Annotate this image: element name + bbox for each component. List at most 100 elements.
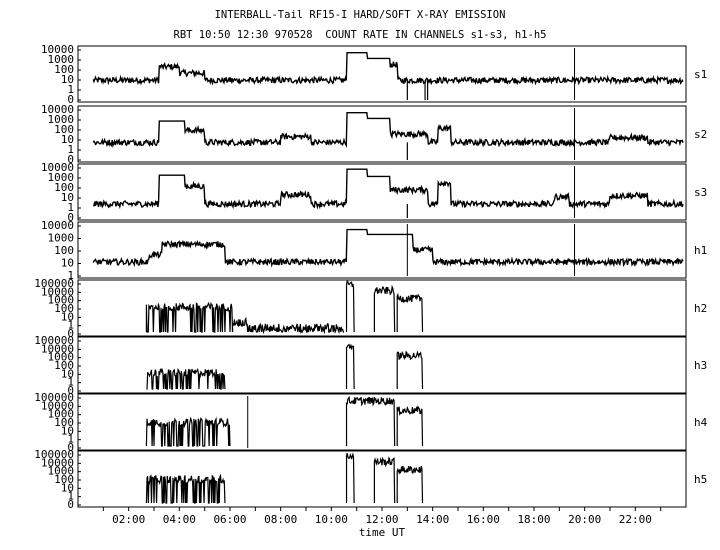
y-tick-label: 0: [67, 93, 74, 106]
panel-frame-h4: [77, 393, 687, 451]
x-axis-label: time UT: [359, 526, 406, 539]
y-tick-label: 10: [61, 73, 74, 86]
trace-segment-h5: [345, 452, 355, 504]
y-tick-label: 1000: [48, 351, 75, 364]
channel-label-h4: h4: [694, 416, 708, 429]
trace-s1: [92, 51, 684, 86]
y-tick-label: 1000: [48, 53, 75, 66]
trace-segment-h2: [145, 301, 234, 333]
trace-segment-h4: [145, 416, 231, 447]
panel-frame-h3: [77, 336, 687, 394]
y-tick-label: 10000: [41, 399, 74, 412]
y-tick-label: 0: [67, 498, 74, 511]
x-tick-label: 20:00: [568, 513, 601, 526]
y-tick-label: 1: [67, 269, 74, 282]
y-tick-label: 1000: [48, 465, 75, 478]
trace-segment-h2: [345, 280, 355, 333]
x-tick-label: 02:00: [112, 513, 145, 526]
y-tick-label: 100: [54, 244, 74, 257]
y-tick-label: 100000: [34, 448, 74, 461]
trace-segment-h2: [231, 316, 249, 333]
x-tick-label: 22:00: [619, 513, 652, 526]
y-tick-label: 100: [54, 416, 74, 429]
y-tick-label: 1000: [48, 294, 75, 307]
channel-label-s2: s2: [694, 128, 707, 141]
x-tick-label: 10:00: [315, 513, 348, 526]
channel-label-h1: h1: [694, 244, 707, 257]
y-tick-label: 10: [61, 367, 74, 380]
x-tick-label: 18:00: [517, 513, 550, 526]
y-tick-label: 0: [67, 153, 74, 166]
x-tick-label: 12:00: [365, 513, 398, 526]
y-tick-label: 100000: [34, 334, 74, 347]
channel-label-h3: h3: [694, 359, 707, 372]
y-tick-label: 1: [67, 433, 74, 446]
trace-segment-h3: [396, 350, 424, 390]
x-tick-label: 16:00: [467, 513, 500, 526]
x-tick-label: 14:00: [416, 513, 449, 526]
y-tick-label: 100000: [34, 391, 74, 404]
x-tick-label: 06:00: [213, 513, 246, 526]
panel-frame-s2: [77, 105, 687, 163]
y-tick-label: 10: [61, 481, 74, 494]
trace-segment-h4: [396, 405, 424, 447]
trace-segment-h3: [146, 367, 226, 390]
y-tick-label: 10000: [41, 219, 74, 232]
y-tick-label: 10: [61, 424, 74, 437]
y-tick-label: 100: [54, 473, 74, 486]
chart-subtitle: RBT 10:50 12:30 970528 COUNT RATE IN CHA…: [173, 29, 547, 41]
channel-label-h5: h5: [694, 473, 707, 486]
y-tick-label: 0: [67, 384, 74, 397]
trace-s2: [92, 111, 684, 148]
y-tick-label: 1: [67, 143, 74, 156]
y-tick-label: 0: [67, 441, 74, 454]
trace-s3: [93, 168, 684, 210]
channel-label-s3: s3: [694, 186, 707, 199]
y-tick-label: 1000: [48, 113, 75, 126]
y-tick-label: 10000: [41, 43, 74, 56]
trace-segment-h4: [345, 395, 396, 447]
y-tick-label: 100000: [34, 277, 74, 290]
trace-segment-h2: [396, 292, 424, 333]
y-tick-label: 100: [54, 359, 74, 372]
y-tick-label: 1000: [48, 171, 75, 184]
y-tick-label: 1: [67, 319, 74, 332]
trace-h1: [92, 228, 684, 268]
x-tick-label: 08:00: [264, 513, 297, 526]
panel-frame-s3: [77, 163, 687, 221]
panel-frame-s1: [77, 45, 687, 103]
trace-segment-h2: [373, 284, 396, 333]
y-tick-label: 100: [54, 181, 74, 194]
y-tick-label: 10: [61, 310, 74, 323]
y-tick-label: 10: [61, 133, 74, 146]
panel-frame-h2: [77, 279, 687, 337]
panel-frame-h1: [77, 221, 687, 279]
chart-title: INTERBALL-Tail RF15-I HARD/SOFT X-RAY EM…: [214, 9, 506, 21]
y-tick-label: 10000: [41, 161, 74, 174]
y-tick-label: 0: [67, 327, 74, 340]
y-tick-label: 10000: [41, 456, 74, 469]
y-tick-label: 1000: [48, 408, 75, 421]
y-tick-label: 10: [61, 191, 74, 204]
trace-segment-h3: [345, 343, 355, 390]
y-tick-label: 100: [54, 302, 74, 315]
y-tick-label: 10000: [41, 285, 74, 298]
y-tick-label: 10000: [41, 103, 74, 116]
trace-segment-h5: [396, 465, 424, 504]
y-tick-label: 1000: [48, 232, 75, 245]
y-tick-label: 100: [54, 63, 74, 76]
y-tick-label: 1: [67, 201, 74, 214]
y-tick-label: 1: [67, 376, 74, 389]
channel-label-h2: h2: [694, 302, 707, 315]
trace-segment-h2: [247, 323, 344, 335]
y-tick-label: 100: [54, 123, 74, 136]
trace-segment-h5: [145, 473, 226, 504]
